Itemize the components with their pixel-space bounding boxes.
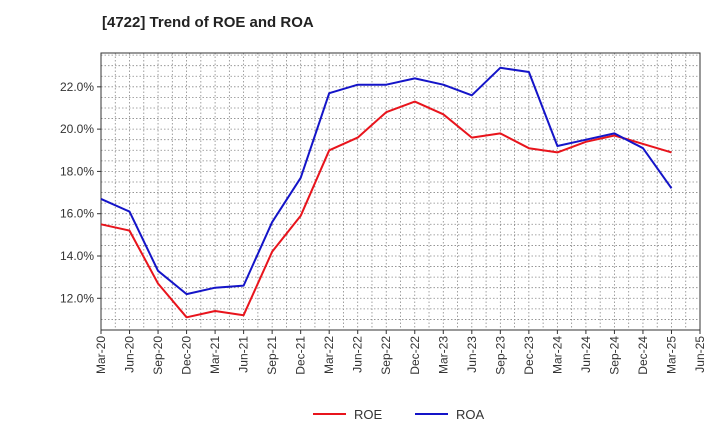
y-tick-label: 12.0% — [60, 291, 94, 305]
y-tick-label: 16.0% — [60, 207, 94, 221]
legend: ROE ROA — [313, 407, 485, 422]
x-tick-label: Dec-24 — [636, 336, 650, 375]
series-line-roa — [100, 66, 673, 296]
legend-label-roa: ROA — [456, 407, 485, 422]
x-tick-label: Sep-21 — [265, 336, 279, 375]
x-tick-label: Jun-24 — [579, 336, 593, 373]
x-tick-label: Sep-20 — [151, 336, 165, 375]
x-tick-label: Mar-23 — [436, 336, 450, 374]
x-axis: Mar-20 Jun-20 Sep-20 Dec-20 Mar-21 Jun-21 Sep-… — [94, 330, 707, 375]
y-axis: 12.0% 14.0% 16.0% 18.0% 20.0% 22.0% — [60, 80, 101, 305]
y-tick-label: 20.0% — [60, 122, 94, 136]
x-tick-label: Mar-24 — [550, 336, 564, 374]
series-line-roe — [100, 100, 672, 319]
x-tick-label: Jun-20 — [123, 336, 137, 373]
x-tick-label: Mar-21 — [208, 336, 222, 374]
y-tick-label: 14.0% — [60, 249, 94, 263]
x-tick-label: Mar-25 — [664, 336, 678, 374]
x-tick-label: Sep-22 — [379, 336, 393, 375]
chart-title: [4722] Trend of ROE and ROA — [102, 14, 314, 31]
y-tick-label: 18.0% — [60, 164, 94, 178]
x-tick-label: Dec-20 — [180, 336, 194, 375]
x-tick-label: Jun-25 — [693, 336, 707, 373]
x-tick-label: Jun-23 — [465, 336, 479, 373]
x-tick-label: Mar-20 — [94, 336, 108, 374]
x-tick-label: Jun-22 — [351, 336, 365, 373]
x-tick-label: Sep-23 — [493, 336, 507, 375]
plot-area — [100, 52, 701, 331]
x-tick-label: Jun-21 — [237, 336, 251, 373]
x-tick-label: Dec-22 — [408, 336, 422, 375]
x-tick-label: Mar-22 — [322, 336, 336, 374]
x-tick-label: Dec-21 — [294, 336, 308, 375]
legend-label-roe: ROE — [354, 407, 383, 422]
y-tick-label: 22.0% — [60, 80, 94, 94]
x-tick-label: Sep-24 — [607, 336, 621, 375]
series-lines — [100, 66, 673, 319]
x-tick-label: Dec-23 — [522, 336, 536, 375]
grid — [101, 53, 700, 331]
